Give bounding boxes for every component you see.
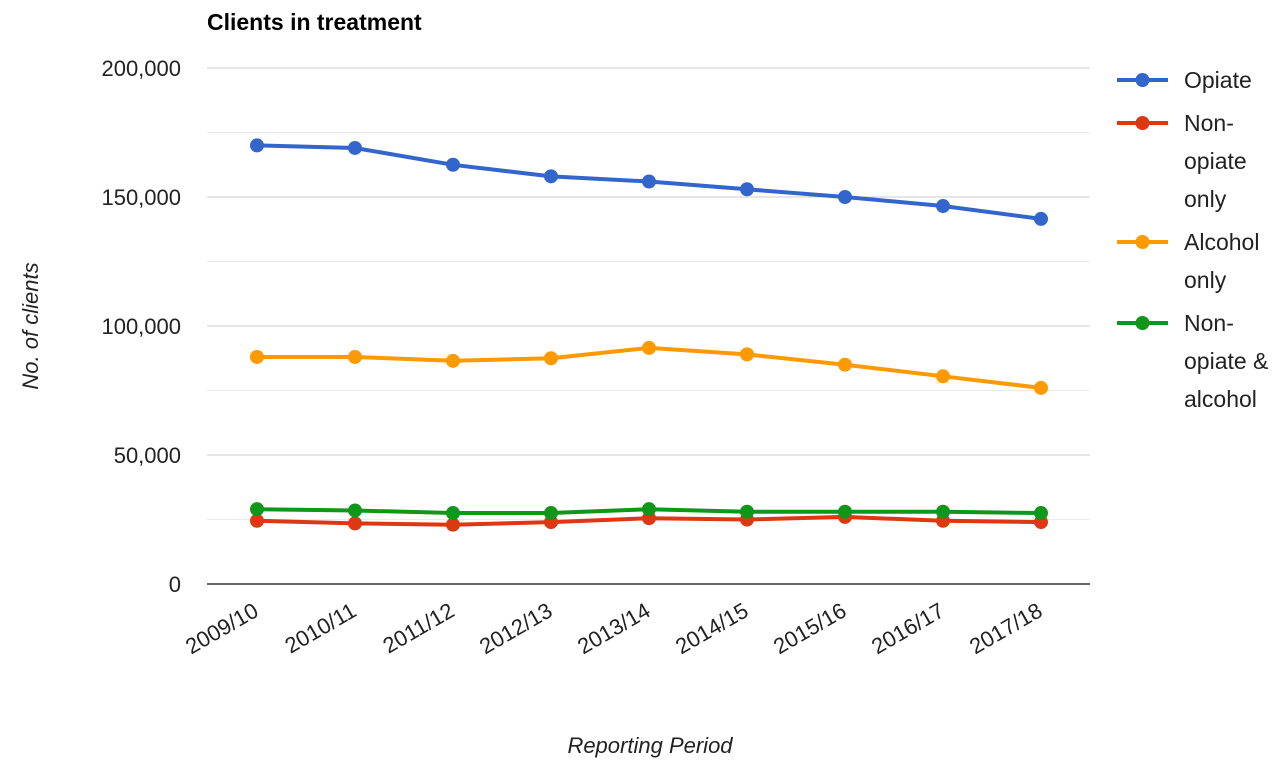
- legend: Opiate Non-opiate only Alcohol only Non-opiat…: [1117, 67, 1268, 412]
- data-point: [838, 190, 852, 204]
- data-point: [446, 353, 460, 368]
- data-point: [348, 349, 362, 364]
- x-tick-label: 2017/18: [965, 598, 1046, 659]
- data-point: [1034, 211, 1048, 226]
- x-tick-label: 2011/12: [379, 598, 459, 659]
- y-axis-title: No. of clients: [18, 262, 43, 389]
- data-point: [642, 340, 656, 355]
- legend-label: Non-opiate only: [1184, 110, 1247, 212]
- data-point: [544, 169, 558, 184]
- x-tick-label: 2013/14: [573, 598, 654, 659]
- data-point: [1034, 380, 1048, 395]
- data-point: [936, 199, 950, 214]
- series-non-opiate-alcohol: [250, 502, 1048, 521]
- legend-label: Alcohol only: [1184, 229, 1259, 293]
- data-point: [838, 504, 852, 519]
- chart-title: Clients in treatment: [207, 9, 422, 35]
- legend-swatch-dot: [1135, 116, 1150, 130]
- data-point: [936, 504, 950, 519]
- data-point: [250, 513, 264, 528]
- legend-item: Non-opiate only: [1117, 110, 1247, 212]
- data-point: [446, 157, 460, 172]
- data-point: [446, 506, 460, 521]
- data-point: [1034, 506, 1048, 521]
- series-alcohol-only: [250, 340, 1048, 395]
- y-tick-label: 50,000: [114, 443, 181, 468]
- data-point: [250, 349, 264, 364]
- data-point: [250, 502, 264, 517]
- legend-item: Non-opiate & alcohol: [1117, 310, 1268, 412]
- legend-item: Alcohol only: [1117, 229, 1259, 293]
- data-point: [740, 347, 754, 362]
- data-point: [642, 174, 656, 189]
- y-tick-label: 200,000: [101, 56, 181, 81]
- legend-label: Opiate: [1184, 67, 1252, 93]
- data-point: [740, 182, 754, 197]
- data-point: [250, 138, 264, 153]
- x-axis-title: Reporting Period: [567, 733, 733, 758]
- gridlines: [207, 67, 1090, 520]
- data-point: [838, 357, 852, 372]
- series-opiate: [250, 138, 1048, 226]
- data-point: [348, 516, 362, 531]
- x-tick-label: 2015/16: [769, 598, 850, 659]
- axes: 0 50,000 100,000 150,000 200,000 2009/10 2010/…: [101, 56, 1090, 659]
- legend-swatch-dot: [1135, 235, 1150, 249]
- data-point: [936, 369, 950, 384]
- data-point: [446, 517, 460, 532]
- legend-swatch-dot: [1135, 73, 1150, 87]
- x-tick-label: 2010/11: [281, 598, 361, 659]
- x-tick-label: 2016/17: [867, 598, 948, 659]
- data-point: [348, 140, 362, 155]
- x-tick-label: 2012/13: [475, 598, 556, 659]
- legend-swatch-dot: [1135, 316, 1150, 330]
- data-point: [740, 504, 754, 519]
- series-lines: [250, 138, 1048, 532]
- x-tick-label: 2014/15: [671, 598, 752, 659]
- x-tick-label: 2009/10: [181, 598, 262, 659]
- y-tick-label: 100,000: [101, 314, 181, 339]
- data-point: [348, 503, 362, 518]
- data-point: [544, 506, 558, 521]
- legend-label: Non-opiate & alcohol: [1184, 310, 1268, 412]
- y-tick-label: 150,000: [101, 185, 181, 210]
- data-point: [544, 351, 558, 366]
- data-point: [642, 502, 656, 517]
- legend-item: Opiate: [1117, 67, 1252, 93]
- y-tick-label: 0: [169, 572, 181, 597]
